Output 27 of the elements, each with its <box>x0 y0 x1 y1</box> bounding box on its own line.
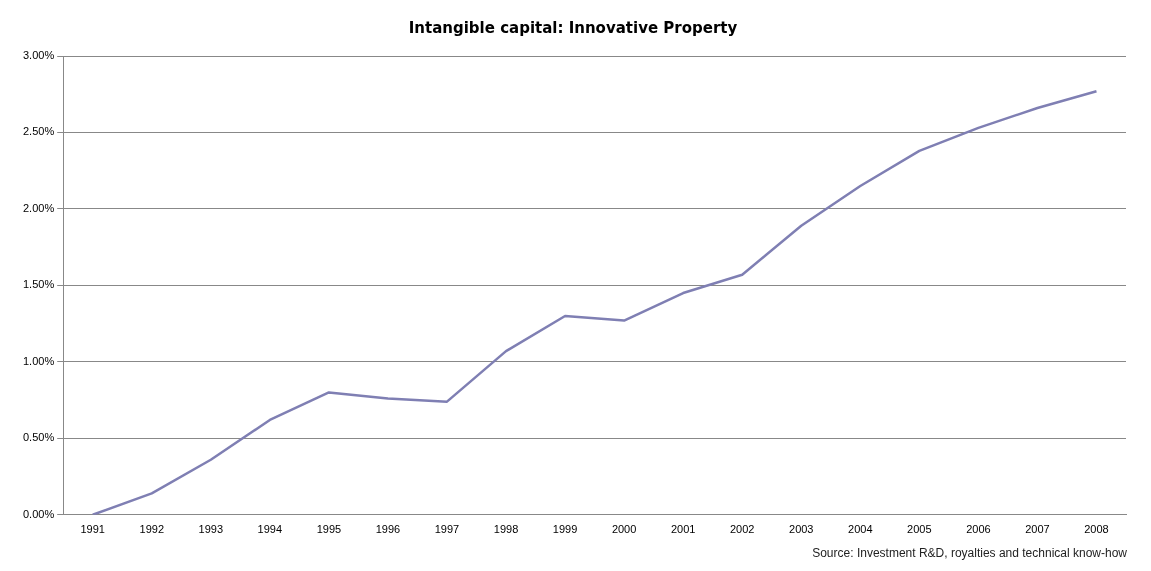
x-tick-label: 2004 <box>848 523 873 536</box>
x-tick-label: 1997 <box>434 523 460 536</box>
x-tick-label: 2001 <box>670 523 696 536</box>
y-tick-label: 1.00% <box>22 354 55 367</box>
y-tick-label: 3.00% <box>22 49 55 62</box>
chart-title: Intangible capital: Innovative Property <box>408 18 738 37</box>
x-tick-label: 1995 <box>316 523 342 536</box>
x-tick-label: 1996 <box>375 523 401 536</box>
x-tick-label: 2005 <box>907 523 932 536</box>
x-tick-label: 2002 <box>729 523 755 536</box>
y-tick-label: 0.00% <box>22 507 55 520</box>
x-tick-label: 2003 <box>789 523 814 536</box>
x-tick-label: 2008 <box>1084 523 1109 536</box>
x-tick-label: 2006 <box>966 523 991 536</box>
x-tick-label: 1998 <box>493 523 519 536</box>
x-tick-label: 1991 <box>80 523 105 536</box>
x-tick-label: 1992 <box>139 523 164 536</box>
x-tick-label: 1993 <box>198 523 224 536</box>
y-tick-label: 0.50% <box>22 431 55 444</box>
y-tick-label: 2.00% <box>22 201 55 214</box>
x-tick-label: 1999 <box>552 523 578 536</box>
y-tick-label: 1.50% <box>22 278 55 291</box>
y-tick-label: 2.50% <box>22 125 55 138</box>
x-tick-label: 2007 <box>1025 523 1050 536</box>
source-note: Source: Investment R&D, royalties and technical know-how <box>812 546 1127 560</box>
x-tick-label: 1994 <box>257 523 283 536</box>
x-tick-label: 2000 <box>611 523 637 536</box>
